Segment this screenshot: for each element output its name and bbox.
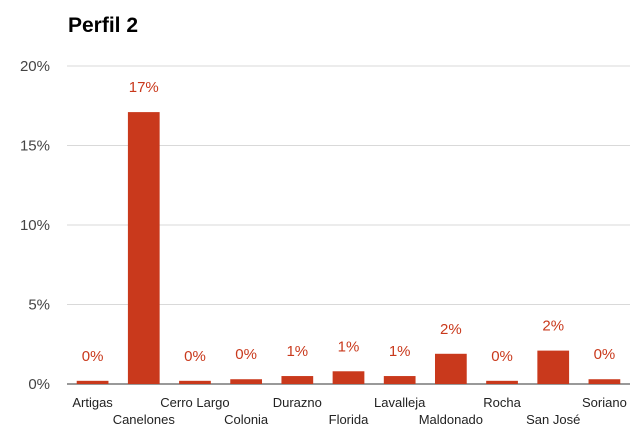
bar bbox=[76, 380, 109, 384]
bar bbox=[127, 112, 160, 385]
category-label: Rocha bbox=[483, 395, 521, 410]
chart-title: Perfil 2 bbox=[68, 14, 139, 37]
data-label: 0% bbox=[491, 348, 513, 365]
data-label: 0% bbox=[82, 348, 104, 365]
data-label: 2% bbox=[542, 318, 564, 335]
data-label: 0% bbox=[184, 348, 206, 365]
category-label: San José bbox=[526, 412, 580, 427]
bar bbox=[179, 380, 211, 384]
data-label: 17% bbox=[129, 79, 159, 96]
category-label: Cerro Largo bbox=[160, 395, 229, 410]
data-label: 0% bbox=[235, 346, 257, 363]
category-label: Soriano bbox=[582, 395, 627, 410]
bar bbox=[230, 379, 263, 384]
category-label: Artigas bbox=[72, 395, 113, 410]
bar bbox=[588, 379, 621, 384]
bar bbox=[486, 380, 518, 384]
category-label: Durazno bbox=[273, 395, 322, 410]
data-label: 1% bbox=[286, 343, 308, 360]
data-label: 1% bbox=[338, 338, 360, 355]
category-label: Maldonado bbox=[419, 412, 483, 427]
bar bbox=[383, 376, 416, 384]
data-label: 1% bbox=[389, 343, 411, 360]
data-label: 2% bbox=[440, 321, 462, 338]
category-label: Canelones bbox=[113, 412, 176, 427]
data-label: 0% bbox=[594, 346, 616, 363]
y-tick-label: 5% bbox=[28, 297, 50, 314]
category-label: Florida bbox=[329, 412, 370, 427]
bar bbox=[281, 376, 314, 384]
bar bbox=[434, 353, 467, 384]
bar bbox=[537, 350, 570, 384]
bar bbox=[332, 371, 365, 384]
y-tick-label: 15% bbox=[20, 138, 50, 155]
y-tick-label: 0% bbox=[28, 376, 50, 393]
y-tick-label: 20% bbox=[20, 58, 50, 75]
category-label: Lavalleja bbox=[374, 395, 426, 410]
y-tick-label: 10% bbox=[20, 217, 50, 234]
category-label: Colonia bbox=[224, 412, 269, 427]
